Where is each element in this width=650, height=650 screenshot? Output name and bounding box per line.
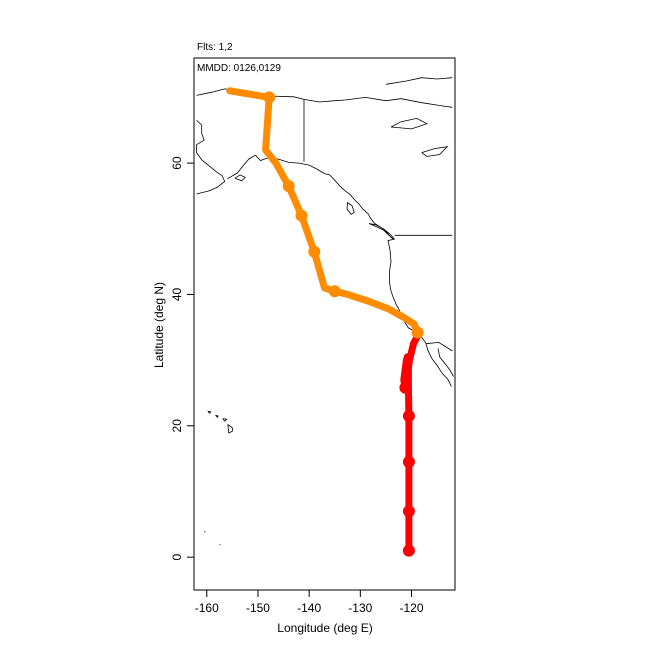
y-tick-label: 0 <box>170 554 184 561</box>
y-tick-label: 40 <box>170 287 184 301</box>
y-tick-label: 20 <box>170 419 184 433</box>
track-1-point <box>399 381 412 394</box>
track-1-point <box>402 505 415 518</box>
track-1-point <box>402 455 415 468</box>
flights-annotation: Flts: 1,2 <box>197 42 233 53</box>
track-2-point <box>328 285 341 298</box>
flight-tracks <box>226 87 424 557</box>
x-tick-label: -130 <box>348 601 372 615</box>
coastline-map <box>196 77 454 546</box>
x-tick-label: -160 <box>195 601 219 615</box>
x-axis-title: Longitude (deg E) <box>277 621 372 635</box>
x-tick-label: -120 <box>399 601 423 615</box>
x-tick-label: -140 <box>297 601 321 615</box>
x-tick-label: -150 <box>246 601 270 615</box>
track-1-point <box>402 544 415 557</box>
flight-track-1 <box>400 330 423 555</box>
flight-track-2 <box>226 87 422 336</box>
plot-frame <box>193 57 456 591</box>
axes: -160 -150 -140 -130 -120 0 20 40 60 <box>170 156 424 615</box>
track-2-point <box>308 245 321 258</box>
track-2-point <box>411 326 424 339</box>
track-1-point <box>402 410 415 422</box>
track-2-point <box>263 91 276 104</box>
track-2-point <box>282 180 295 193</box>
track-2-point <box>295 209 308 222</box>
y-tick-label: 60 <box>170 156 184 170</box>
date-annotation: MMDD: 0126,0129 <box>197 63 281 74</box>
y-axis-title: Latitude (deg N) <box>152 282 166 368</box>
